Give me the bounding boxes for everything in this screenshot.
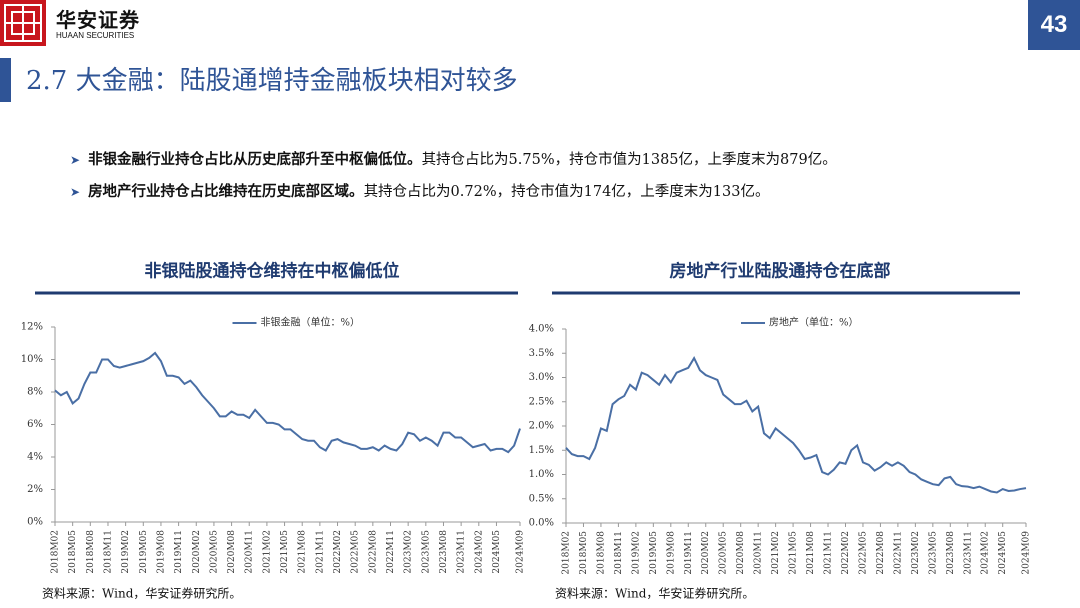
x-tick-label: 2021M08 bbox=[806, 531, 816, 575]
x-tick-label: 2023M08 bbox=[439, 530, 449, 574]
x-tick-label: 2024M02 bbox=[981, 531, 991, 575]
y-tick-label: 2.0% bbox=[529, 421, 554, 432]
x-tick-label: 2019M05 bbox=[649, 531, 659, 575]
y-tick-label: 10% bbox=[21, 354, 43, 365]
y-tick-label: 0.0% bbox=[529, 518, 554, 529]
x-tick-label: 2022M11 bbox=[386, 530, 396, 574]
x-tick-label: 2023M05 bbox=[421, 530, 431, 574]
x-tick-label: 2021M11 bbox=[315, 530, 325, 574]
legend-label: 房地产（单位：%） bbox=[769, 316, 859, 329]
x-tick-label: 2023M02 bbox=[911, 531, 921, 575]
bullet-bold: 房地产行业持仓占比维持在历史底部区域。 bbox=[88, 183, 364, 200]
bullet: ➤ 非银金融行业持仓占比从历史底部升至中枢偏低位。其持仓占比为5.75%，持仓市值… bbox=[70, 151, 837, 168]
x-tick-label: 2023M02 bbox=[404, 530, 414, 574]
x-tick-label: 2024M02 bbox=[474, 530, 484, 574]
y-tick-label: 6% bbox=[27, 419, 43, 430]
y-tick-label: 0% bbox=[27, 517, 43, 528]
x-tick-label: 2022M08 bbox=[876, 531, 886, 575]
x-tick-label: 2024M09 bbox=[516, 530, 526, 574]
x-tick-label: 2019M02 bbox=[631, 531, 641, 575]
logo-icon bbox=[0, 0, 46, 46]
x-tick-label: 2018M05 bbox=[68, 530, 78, 574]
x-tick-label: 2022M08 bbox=[368, 530, 378, 574]
y-tick-label: 2% bbox=[27, 484, 43, 495]
chart-title: 非银陆股通持仓维持在中枢偏低位 bbox=[145, 261, 400, 282]
x-tick-label: 2022M05 bbox=[858, 531, 868, 575]
x-tick-label: 2018M02 bbox=[51, 530, 61, 574]
bullet-text: 其持仓占比为0.72%，持仓市值为174亿，上季度末为133亿。 bbox=[363, 184, 770, 200]
logo-subtext: HUAAN SECURITIES bbox=[56, 31, 135, 40]
x-tick-label: 2018M08 bbox=[596, 531, 606, 575]
source-note: 资料来源：Wind，华安证券研究所。 bbox=[555, 586, 754, 601]
chart-title: 房地产行业陆股通持仓在底部 bbox=[670, 261, 891, 282]
bullet-list: ➤ 非银金融行业持仓占比从历史底部升至中枢偏低位。其持仓占比为5.75%，持仓市值… bbox=[70, 144, 837, 208]
y-tick-label: 1.5% bbox=[529, 445, 554, 456]
x-tick-label: 2020M02 bbox=[701, 531, 711, 575]
x-tick-label: 2024M05 bbox=[492, 530, 502, 574]
x-tick-label: 2021M05 bbox=[789, 531, 799, 575]
x-tick-label: 2018M11 bbox=[614, 531, 624, 575]
x-tick-label: 2022M11 bbox=[893, 531, 903, 575]
x-tick-label: 2019M02 bbox=[121, 530, 131, 574]
x-tick-label: 2021M02 bbox=[771, 531, 781, 575]
x-tick-label: 2021M02 bbox=[262, 530, 272, 574]
title-bar bbox=[0, 58, 11, 102]
y-tick-label: 12% bbox=[21, 322, 43, 333]
x-tick-label: 2022M05 bbox=[351, 530, 361, 574]
x-tick-label: 2020M05 bbox=[209, 530, 219, 574]
x-tick-label: 2019M11 bbox=[174, 530, 184, 574]
x-tick-label: 2018M11 bbox=[103, 530, 113, 574]
x-tick-label: 2019M08 bbox=[666, 531, 676, 575]
x-tick-label: 2022M02 bbox=[333, 530, 343, 574]
x-tick-label: 2024M05 bbox=[998, 531, 1008, 575]
x-tick-label: 2019M08 bbox=[156, 530, 166, 574]
x-tick-label: 2023M11 bbox=[963, 531, 973, 575]
x-tick-label: 2019M11 bbox=[684, 531, 694, 575]
data-line bbox=[565, 355, 1027, 494]
x-tick-label: 2022M02 bbox=[841, 531, 851, 575]
bullet-text: 其持仓占比为5.75%，持仓市值为1385亿，上季度末为879亿。 bbox=[421, 152, 837, 168]
bullet: ➤ 房地产行业持仓占比维持在历史底部区域。其持仓占比为0.72%，持仓市值为174… bbox=[70, 183, 770, 200]
x-tick-label: 2023M08 bbox=[946, 531, 956, 575]
y-tick-label: 0.5% bbox=[529, 493, 554, 504]
x-tick-label: 2023M11 bbox=[457, 530, 467, 574]
x-tick-label: 2021M08 bbox=[298, 530, 308, 574]
x-tick-label: 2021M05 bbox=[280, 530, 290, 574]
x-tick-label: 2020M05 bbox=[719, 531, 729, 575]
data-line bbox=[54, 351, 521, 454]
x-tick-label: 2020M08 bbox=[227, 530, 237, 574]
y-tick-label: 8% bbox=[27, 387, 43, 398]
source-note: 资料来源：Wind，华安证券研究所。 bbox=[42, 586, 241, 601]
y-tick-label: 1.0% bbox=[529, 469, 554, 480]
y-tick-label: 3.0% bbox=[529, 372, 554, 383]
y-tick-label: 4.0% bbox=[529, 324, 554, 335]
x-tick-label: 2021M11 bbox=[824, 531, 834, 575]
x-tick-label: 2023M05 bbox=[928, 531, 938, 575]
legend-label: 非银金融（单位：%） bbox=[261, 316, 361, 329]
y-tick-label: 2.5% bbox=[529, 396, 554, 407]
bullet-bold: 非银金融行业持仓占比从历史底部升至中枢偏低位。 bbox=[88, 151, 422, 168]
x-tick-label: 2020M11 bbox=[754, 531, 764, 575]
x-tick-label: 2018M02 bbox=[562, 531, 572, 575]
x-tick-label: 2019M05 bbox=[139, 530, 149, 574]
x-tick-label: 2024M09 bbox=[1022, 531, 1032, 575]
slide-title: 2.7 大金融：陆股通增持金融板块相对较多 bbox=[26, 66, 518, 96]
logo-text: 华安证券 bbox=[56, 8, 140, 32]
x-tick-label: 2020M08 bbox=[736, 531, 746, 575]
y-tick-label: 3.5% bbox=[529, 348, 554, 359]
x-tick-label: 2020M02 bbox=[192, 530, 202, 574]
x-tick-label: 2020M11 bbox=[245, 530, 255, 574]
y-tick-label: 4% bbox=[27, 452, 43, 463]
x-tick-label: 2018M05 bbox=[579, 531, 589, 575]
x-tick-label: 2018M08 bbox=[86, 530, 96, 574]
page-number: 43 bbox=[1028, 0, 1080, 50]
